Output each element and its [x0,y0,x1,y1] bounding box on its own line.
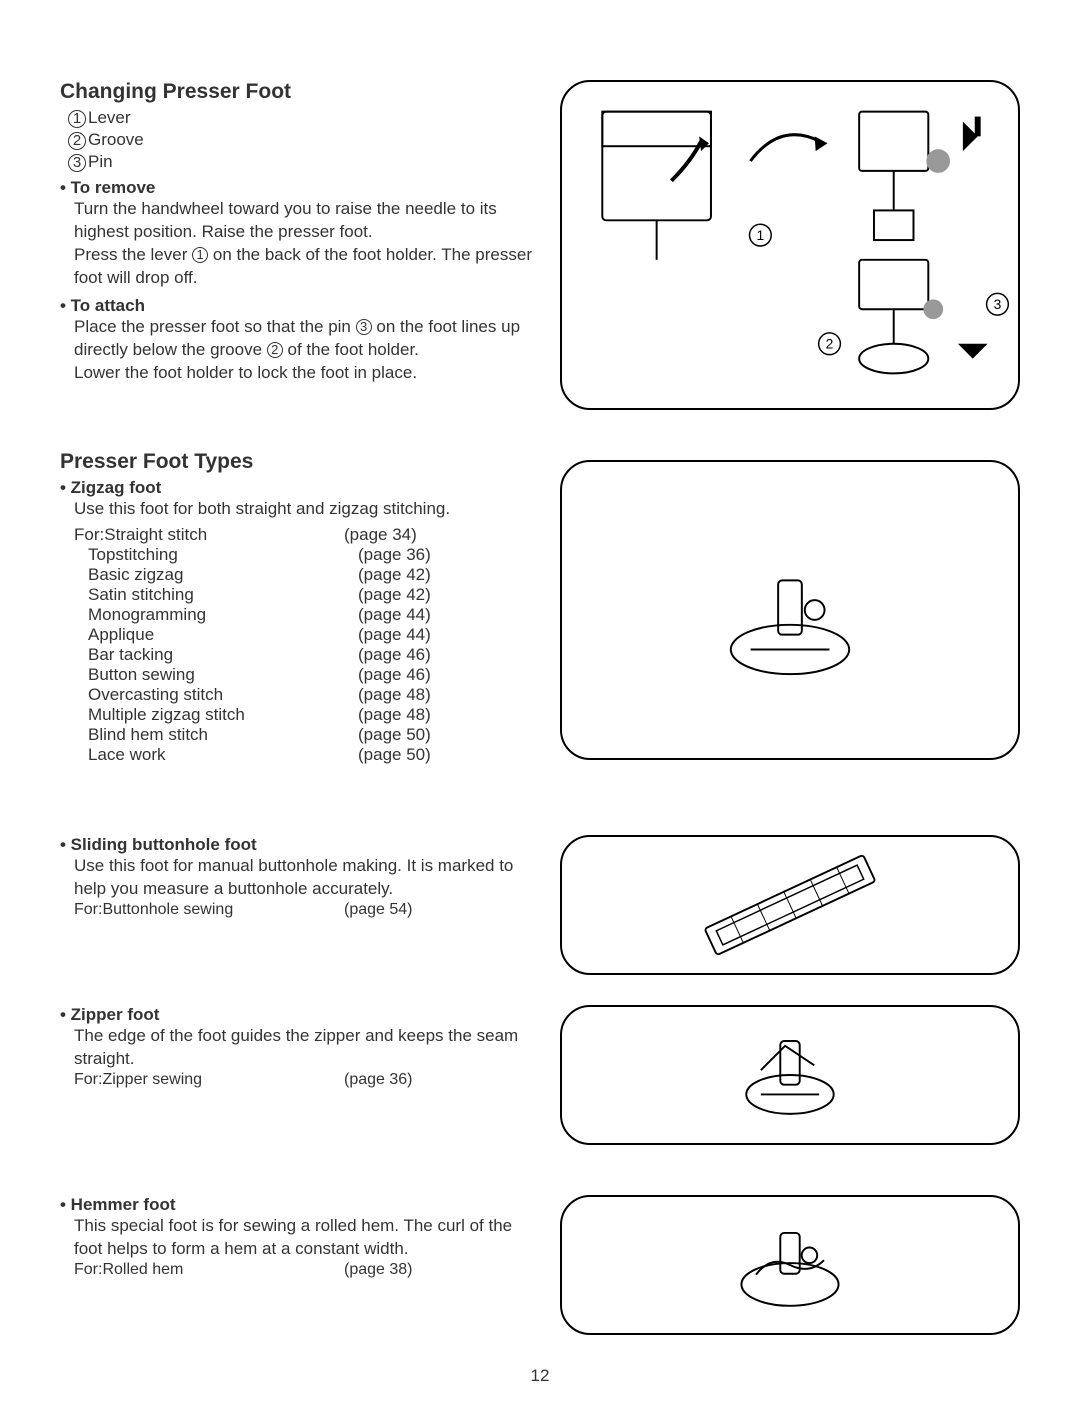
svg-text:1: 1 [757,227,765,243]
zipper-head: • Zipper foot [60,1005,540,1025]
to-attach-section: • To attach Place the presser foot so th… [60,296,540,385]
zipper-foot-figure [560,1005,1020,1145]
to-remove-head: • To remove [60,178,540,198]
zigzag-head: • Zigzag foot [60,478,540,498]
page-number: 12 [0,1366,1080,1386]
zipper-text: • Zipper foot The edge of the foot guide… [60,1005,540,1145]
hemmer-text: • Hemmer foot This special foot is for s… [60,1195,540,1335]
buttonhole-desc: Use this foot for manual buttonhole maki… [60,855,540,901]
hemmer-head: • Hemmer foot [60,1195,540,1215]
zipper-desc: The edge of the foot guides the zipper a… [60,1025,540,1071]
item-pin: 3Pin [60,152,540,172]
hemmer-foot-figure [560,1195,1020,1335]
zigzag-desc: Use this foot for both straight and zigz… [60,498,540,521]
buttonhole-text: • Sliding buttonhole foot Use this foot … [60,835,540,975]
svg-text:2: 2 [826,336,834,352]
to-remove-section: • To remove Turn the handwheel toward yo… [60,178,540,290]
to-attach-body: Place the presser foot so that the pin 3… [60,316,540,385]
item-lever: 1Lever [60,108,540,128]
zigzag-foot-figure [560,460,1020,760]
hemmer-desc: This special foot is for sewing a rolled… [60,1215,540,1261]
zigzag-list: For:Straight stitch(page 34) Topstitchin… [60,525,540,765]
section1-title: Changing Presser Foot [60,80,540,104]
svg-text:3: 3 [994,296,1002,312]
to-remove-body: Turn the handwheel toward you to raise t… [60,198,540,290]
changing-presser-foot-figure: 1 2 3 [560,80,1020,410]
item-groove: 2Groove [60,130,540,150]
buttonhole-foot-figure [560,835,1020,975]
section2-title: Presser Foot Types [60,450,540,474]
buttonhole-head: • Sliding buttonhole foot [60,835,540,855]
changing-presser-foot-text: Changing Presser Foot 1Lever 2Groove 3Pi… [60,80,540,410]
to-attach-head: • To attach [60,296,540,316]
presser-foot-types-text: Presser Foot Types • Zigzag foot Use thi… [60,450,540,765]
